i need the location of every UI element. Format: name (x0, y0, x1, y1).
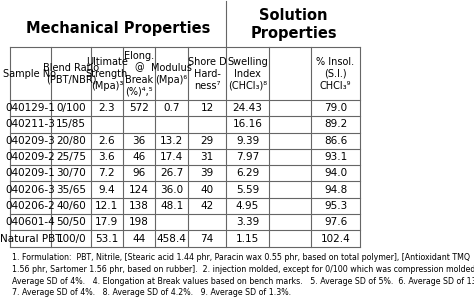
Text: 138: 138 (129, 201, 149, 211)
Text: 20/80: 20/80 (56, 136, 86, 146)
Text: 040209-3: 040209-3 (6, 136, 55, 146)
Text: 36: 36 (132, 136, 146, 146)
Text: 93.1: 93.1 (324, 152, 347, 162)
Text: 040129-1: 040129-1 (6, 103, 55, 113)
Text: Shore D
Hard-
ness⁷: Shore D Hard- ness⁷ (188, 57, 227, 91)
Text: 79.0: 79.0 (324, 103, 347, 113)
Text: 198: 198 (129, 217, 149, 227)
Text: 2.6: 2.6 (99, 136, 115, 146)
Text: 95.3: 95.3 (324, 201, 347, 211)
Text: Natural PBT: Natural PBT (0, 234, 61, 243)
Text: Mechanical Properties: Mechanical Properties (26, 21, 210, 36)
Text: 26.7: 26.7 (160, 168, 183, 178)
Text: 102.4: 102.4 (321, 234, 350, 243)
Text: 17.9: 17.9 (95, 217, 118, 227)
Text: Modulus
(Mpa)⁶: Modulus (Mpa)⁶ (151, 63, 192, 85)
Text: 96: 96 (132, 168, 146, 178)
Text: 9.39: 9.39 (236, 136, 259, 146)
Text: 2.3: 2.3 (99, 103, 115, 113)
Text: 40: 40 (201, 185, 214, 195)
Text: 0/100: 0/100 (56, 103, 86, 113)
Text: Ultimate
Strength
(Mpa)³: Ultimate Strength (Mpa)³ (86, 57, 128, 91)
Text: 86.6: 86.6 (324, 136, 347, 146)
Text: 1.15: 1.15 (236, 234, 259, 243)
Text: 46: 46 (132, 152, 146, 162)
Text: 94.0: 94.0 (324, 168, 347, 178)
Text: 12: 12 (201, 103, 214, 113)
Text: 74: 74 (201, 234, 214, 243)
Text: 30/70: 30/70 (56, 168, 86, 178)
Text: 040206-2: 040206-2 (6, 201, 55, 211)
Text: 24.43: 24.43 (233, 103, 263, 113)
Text: 53.1: 53.1 (95, 234, 118, 243)
Text: % Insol.
(S.I.)
CHCl₃⁹: % Insol. (S.I.) CHCl₃⁹ (317, 57, 355, 91)
Text: 040211-3: 040211-3 (6, 119, 55, 129)
Text: 0.7: 0.7 (164, 103, 180, 113)
Text: 36.0: 36.0 (160, 185, 183, 195)
Text: 100/0: 100/0 (56, 234, 86, 243)
Text: 6.29: 6.29 (236, 168, 259, 178)
Text: 458.4: 458.4 (157, 234, 187, 243)
Text: Blend Ratio
(PBT/NBR): Blend Ratio (PBT/NBR) (43, 63, 99, 85)
Text: 9.4: 9.4 (99, 185, 115, 195)
Text: 29: 29 (201, 136, 214, 146)
Text: 31: 31 (201, 152, 214, 162)
Text: Solution
Properties: Solution Properties (250, 8, 337, 41)
Text: 39: 39 (201, 168, 214, 178)
Text: 040209-1: 040209-1 (6, 168, 55, 178)
Text: 4.95: 4.95 (236, 201, 259, 211)
Text: 040206-3: 040206-3 (6, 185, 55, 195)
Text: 89.2: 89.2 (324, 119, 347, 129)
Text: 1. Formulation:  PBT, Nitrile, [Stearic acid 1.44 phr, Paracin wax 0.55 phr, bas: 1. Formulation: PBT, Nitrile, [Stearic a… (11, 253, 474, 297)
Text: 17.4: 17.4 (160, 152, 183, 162)
Text: 97.6: 97.6 (324, 217, 347, 227)
Text: Elong.
@
Break
(%)⁴,⁵: Elong. @ Break (%)⁴,⁵ (124, 50, 154, 97)
Text: 040601-4: 040601-4 (6, 217, 55, 227)
Text: 3.6: 3.6 (99, 152, 115, 162)
Text: 50/50: 50/50 (56, 217, 86, 227)
Text: 16.16: 16.16 (233, 119, 263, 129)
Text: 35/65: 35/65 (56, 185, 86, 195)
Text: 48.1: 48.1 (160, 201, 183, 211)
Text: 40/60: 40/60 (56, 201, 86, 211)
Text: 124: 124 (129, 185, 149, 195)
Text: 15/85: 15/85 (56, 119, 86, 129)
Text: 44: 44 (132, 234, 146, 243)
Text: 3.39: 3.39 (236, 217, 259, 227)
Text: 42: 42 (201, 201, 214, 211)
Text: 040209-2: 040209-2 (6, 152, 55, 162)
Text: 12.1: 12.1 (95, 201, 118, 211)
Text: 25/75: 25/75 (56, 152, 86, 162)
Text: 13.2: 13.2 (160, 136, 183, 146)
Text: 94.8: 94.8 (324, 185, 347, 195)
Text: Sample No.: Sample No. (2, 69, 58, 78)
Text: 7.97: 7.97 (236, 152, 259, 162)
Text: 7.2: 7.2 (99, 168, 115, 178)
Text: Swelling
Index
(CHCl₃)⁸: Swelling Index (CHCl₃)⁸ (227, 57, 268, 91)
Text: 5.59: 5.59 (236, 185, 259, 195)
Text: 572: 572 (129, 103, 149, 113)
